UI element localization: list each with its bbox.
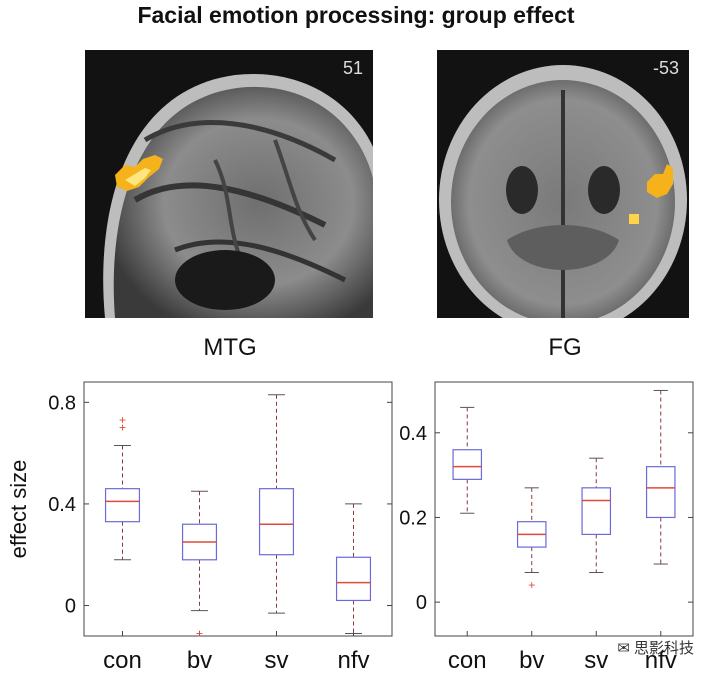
x-tick-label-con: con [103, 647, 142, 674]
box-sv [258, 394, 295, 614]
chart-1: 0 0.2 0.4 con bv sv nfv + [399, 381, 694, 674]
slice-number-coronal: -53 [652, 58, 679, 78]
watermark-text: 思影科技 [633, 640, 694, 657]
outlier-point: + [196, 626, 203, 640]
brain-image-sagittal: 51 [85, 50, 373, 318]
brain-image-coronal: -53 [437, 50, 689, 318]
x-tick-label-bv: bv [519, 647, 544, 674]
y-tick-label: 0.4 [399, 423, 427, 445]
outlier-point: + [528, 578, 535, 592]
x-tick-label-bv: bv [187, 647, 212, 674]
box-bv: + [181, 490, 218, 640]
outlier-point: + [119, 421, 126, 435]
box-sv [581, 457, 612, 573]
y-tick-label: 0.8 [48, 392, 76, 414]
outlier-point: + [119, 413, 126, 427]
box-iqr [258, 488, 295, 556]
y-tick-label: 0.2 [399, 507, 427, 529]
region-label-fg: FG [548, 334, 582, 361]
slice-number-sagittal: 51 [342, 58, 363, 78]
y-tick-label: 0 [416, 592, 427, 614]
x-tick-label-nfv: nfv [645, 647, 677, 674]
box-iqr [645, 466, 676, 519]
box-iqr [335, 556, 372, 602]
box-nfv [335, 503, 372, 634]
y-axis-label: effect size [6, 460, 31, 559]
wechat-icon: ✉ [617, 639, 630, 657]
plot-frame [83, 381, 393, 637]
box-iqr [104, 488, 141, 523]
y-tick-label: 0 [65, 596, 76, 618]
x-tick-label-sv: sv [584, 647, 608, 674]
x-tick-label-con: con [448, 647, 487, 674]
region-label-mtg: MTG [203, 334, 257, 361]
box-con: ++ [104, 413, 141, 561]
box-con [452, 406, 483, 514]
y-tick-label: 0.4 [48, 494, 76, 516]
x-tick-label-sv: sv [265, 647, 289, 674]
figure-title: Facial emotion processing: group effect [137, 2, 575, 28]
box-nfv [645, 389, 676, 565]
watermark: ✉ 思影科技 [617, 637, 694, 658]
box-iqr [452, 449, 483, 480]
box-bv: + [516, 487, 547, 592]
plot-frame [434, 381, 694, 637]
x-tick-label-nfv: nfv [337, 647, 369, 674]
box-iqr [581, 487, 612, 536]
